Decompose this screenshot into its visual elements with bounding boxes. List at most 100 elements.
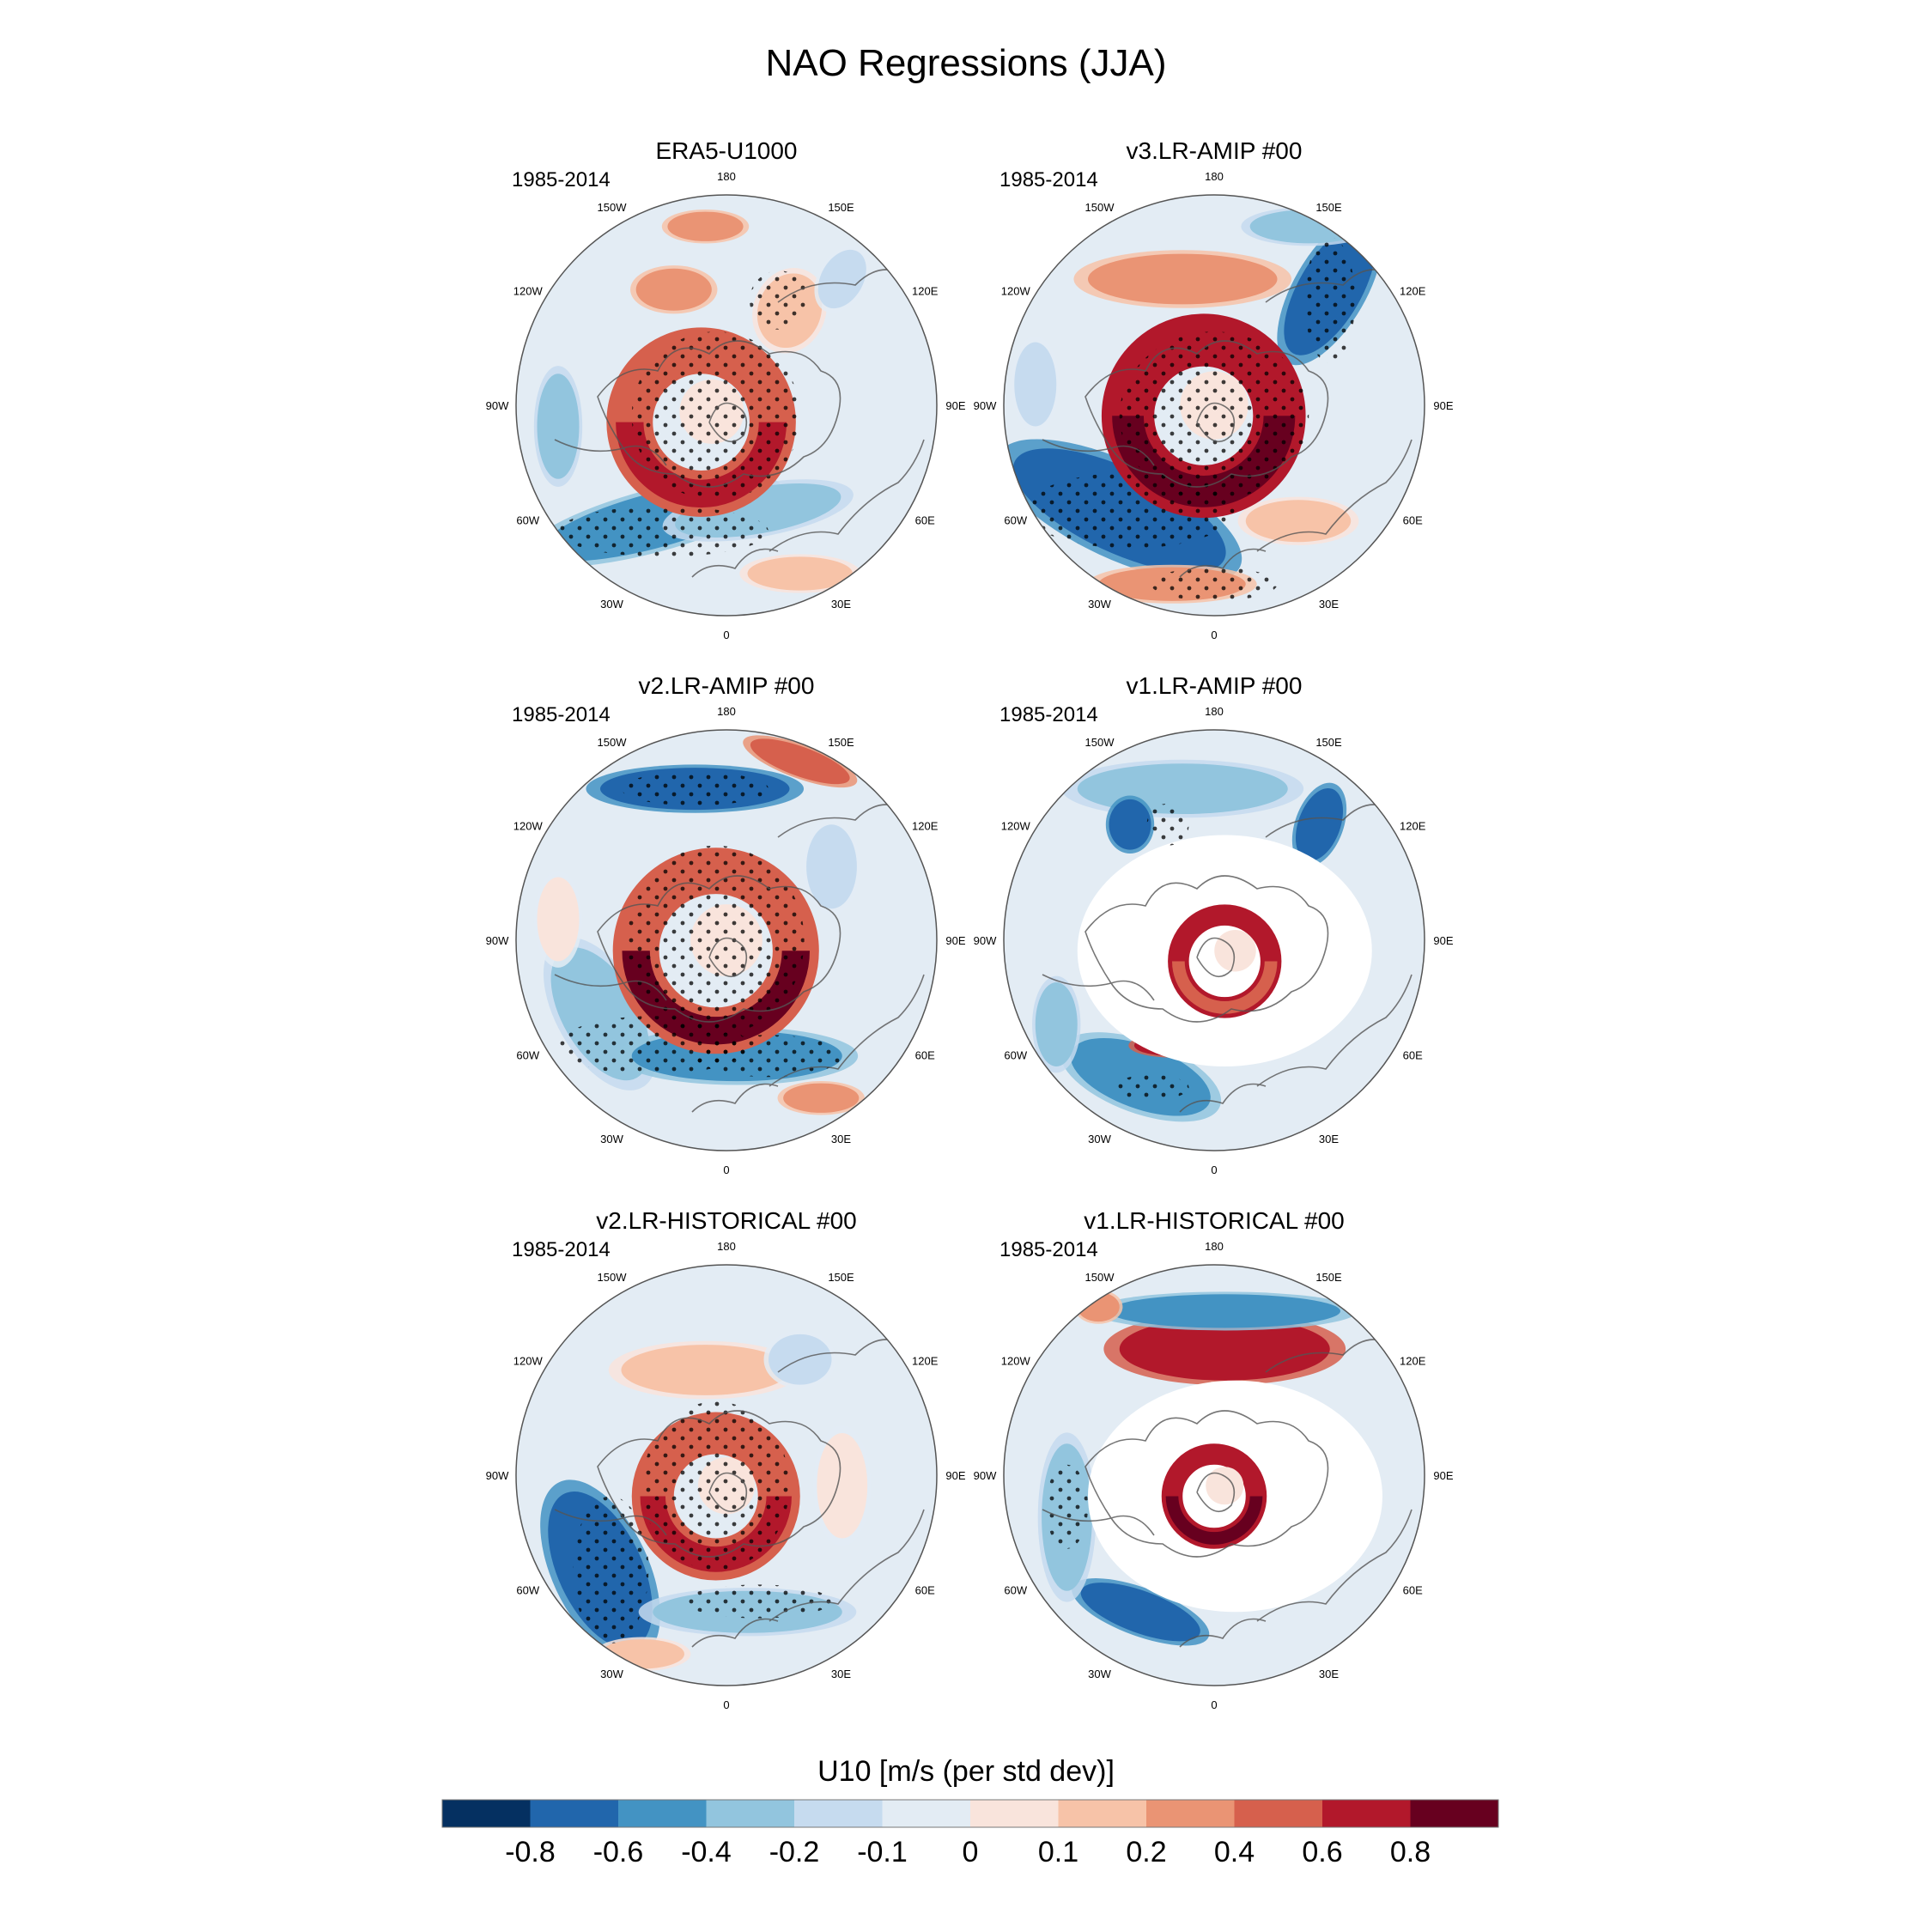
colorbar-tick-label: -0.2 (769, 1836, 820, 1868)
map-boundary (515, 729, 938, 1151)
map-panels: ERA5-U1000 1985-2014 180 150E 120E 90E 60E 30E 0… (486, 137, 1454, 1711)
map-field (1004, 1265, 1425, 1686)
longitude-label: 180 (717, 170, 736, 183)
colorbar-tick-label: 0.4 (1214, 1836, 1255, 1868)
panel-period: 1985-2014 (512, 703, 611, 726)
colorbar-tick-label: 0.8 (1390, 1836, 1431, 1868)
longitude-label: 0 (723, 629, 729, 641)
longitude-label: 0 (723, 1163, 729, 1176)
longitude-label: 30W (1088, 1133, 1111, 1145)
longitude-label: 90W (974, 399, 997, 412)
panel-period: 1985-2014 (999, 168, 1098, 191)
map-panel: v1.LR-HISTORICAL #00 1985-2014 180 150E 120E… (974, 1207, 1454, 1711)
longitude-label: 60E (1403, 514, 1423, 527)
colorbar-swatch (1410, 1800, 1499, 1827)
longitude-label: 90E (945, 399, 965, 412)
longitude-label: 180 (717, 705, 736, 718)
longitude-label: 90E (945, 934, 965, 947)
longitude-label: 150E (828, 201, 854, 214)
longitude-label: 180 (1205, 170, 1224, 183)
longitude-label: 120W (513, 820, 544, 833)
colorbar-tick-label: -0.1 (857, 1836, 908, 1868)
longitude-label: 30E (1319, 598, 1339, 611)
longitude-label: 60E (915, 1049, 935, 1062)
colorbar-tick-label: -0.8 (505, 1836, 556, 1868)
longitude-label: 150E (1315, 201, 1342, 214)
panel-title: v3.LR-AMIP #00 (1127, 137, 1303, 164)
longitude-label: 30E (831, 598, 851, 611)
panel-period: 1985-2014 (999, 703, 1098, 726)
map-panel: ERA5-U1000 1985-2014 180 150E 120E 90E 60E 30E 0… (486, 137, 966, 641)
longitude-label: 150W (1085, 201, 1115, 214)
longitude-label: 60W (1004, 1584, 1027, 1597)
map-panel: v3.LR-AMIP #00 1985-2014 180 150E 120E 90E 60E… (974, 137, 1454, 641)
colorbar-swatch (618, 1800, 707, 1827)
longitude-label: 150E (828, 1271, 854, 1284)
longitude-label: 120W (513, 285, 544, 298)
longitude-label: 60W (516, 1049, 539, 1062)
map-field (516, 195, 937, 616)
longitude-label: 0 (723, 1698, 729, 1711)
longitude-label: 90W (486, 934, 509, 947)
map-boundary (515, 1264, 938, 1686)
colorbar-tick-label: 0.6 (1302, 1836, 1342, 1868)
longitude-label: 120W (513, 1355, 544, 1368)
longitude-label: 30W (1088, 1668, 1111, 1680)
longitude-label: 90W (974, 1469, 997, 1482)
colorbar-swatch (1234, 1800, 1323, 1827)
map-boundary (1003, 729, 1425, 1151)
longitude-label: 60E (915, 1584, 935, 1597)
longitude-label: 60W (1004, 514, 1027, 527)
longitude-label: 150W (1085, 1271, 1115, 1284)
longitude-label: 0 (1211, 1163, 1217, 1176)
figure-title: NAO Regressions (JJA) (765, 42, 1166, 84)
longitude-label: 30W (600, 1133, 623, 1145)
colorbar-swatch (442, 1800, 531, 1827)
map-boundary (1003, 194, 1425, 617)
longitude-label: 180 (1205, 1240, 1224, 1253)
longitude-label: 120E (912, 820, 939, 833)
longitude-label: 60E (915, 514, 935, 527)
map-field (1004, 730, 1425, 1151)
panel-period: 1985-2014 (512, 168, 611, 191)
coastlines (1042, 804, 1413, 1113)
panel-title: v2.LR-AMIP #00 (639, 672, 815, 699)
longitude-label: 30E (1319, 1668, 1339, 1680)
map-boundary (1003, 1264, 1425, 1686)
longitude-label: 120W (1001, 820, 1031, 833)
longitude-label: 30E (1319, 1133, 1339, 1145)
longitude-label: 120W (1001, 1355, 1031, 1368)
colorbar: -0.8 -0.6 -0.4 -0.2 -0.1 0 0.1 0.2 0.4 0.6 0.8 (441, 1799, 1499, 1868)
colorbar-tick-label: 0 (963, 1836, 979, 1868)
longitude-label: 150E (1315, 736, 1342, 749)
colorbar-tick-label: 0.2 (1126, 1836, 1166, 1868)
colorbar-swatch (1146, 1800, 1235, 1827)
colorbar-tick-label: -0.6 (593, 1836, 644, 1868)
longitude-label: 60E (1403, 1049, 1423, 1062)
panel-title: ERA5-U1000 (656, 137, 798, 164)
longitude-label: 150W (1085, 736, 1115, 749)
map-panel: v2.LR-HISTORICAL #00 1985-2014 180 150E 120E… (486, 1207, 966, 1711)
colorbar-swatch (1058, 1800, 1147, 1827)
map-panel: v2.LR-AMIP #00 1985-2014 180 150E 120E 90E 60E… (486, 672, 966, 1176)
colorbar-swatch (706, 1800, 795, 1827)
longitude-label: 90W (974, 934, 997, 947)
longitude-label: 30E (831, 1668, 851, 1680)
longitude-label: 30W (600, 598, 623, 611)
longitude-label: 60W (516, 514, 539, 527)
longitude-label: 90E (1433, 399, 1453, 412)
map-boundary (515, 194, 938, 617)
panel-title: v1.LR-AMIP #00 (1127, 672, 1303, 699)
longitude-label: 30E (831, 1133, 851, 1145)
longitude-label: 150W (598, 201, 628, 214)
longitude-label: 0 (1211, 1698, 1217, 1711)
longitude-label: 120W (1001, 285, 1031, 298)
panel-title: v2.LR-HISTORICAL #00 (596, 1207, 856, 1234)
panel-title: v1.LR-HISTORICAL #00 (1084, 1207, 1344, 1234)
colorbar-tick-label: 0.1 (1038, 1836, 1078, 1868)
longitude-label: 180 (1205, 705, 1224, 718)
longitude-label: 150E (1315, 1271, 1342, 1284)
map-panel: v1.LR-AMIP #00 1985-2014 180 150E 120E 90E 60E… (974, 672, 1454, 1176)
map-field (1004, 195, 1425, 616)
